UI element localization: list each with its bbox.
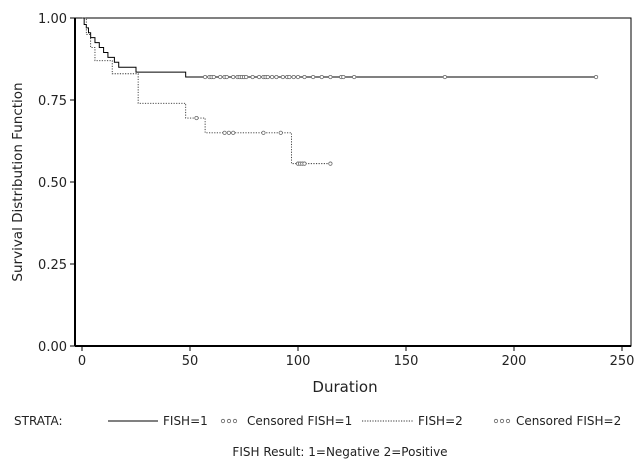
- x-tick-label: 150: [394, 354, 419, 369]
- censored-marker-fish2: [232, 131, 235, 134]
- footnote: FISH Result: 1=Negative 2=Positive: [232, 445, 447, 459]
- censored-marker-fish2: [262, 131, 265, 134]
- censored-marker-fish1: [270, 75, 273, 78]
- legend-label-censored-fish1: Censored FISH=1: [247, 414, 352, 428]
- censored-marker-fish1: [266, 75, 269, 78]
- censored-marker-fish2: [223, 131, 226, 134]
- x-tick-label: 250: [610, 354, 635, 369]
- x-tick-label: 50: [182, 354, 199, 369]
- censored-marker-fish1: [281, 75, 284, 78]
- censored-marker-fish1: [303, 75, 306, 78]
- x-axis-label: Duration: [312, 378, 377, 396]
- censored-marker-fish2: [279, 131, 282, 134]
- plot-frame-border: [75, 18, 631, 346]
- legend: STRATA: FISH=1 Censored FISH=1 FISH=2 Ce…: [14, 414, 621, 428]
- x-tick-label: 0: [78, 354, 86, 369]
- censored-marker-fish1: [212, 75, 215, 78]
- censored-marker-fish1: [219, 75, 222, 78]
- y-tick-label: 0.50: [38, 176, 67, 191]
- censored-marker-fish1: [203, 75, 206, 78]
- x-tick-label: 200: [502, 354, 527, 369]
- censored-marker-fish2: [227, 131, 230, 134]
- y-tick-label: 1.00: [38, 12, 67, 27]
- censored-marker-fish1: [292, 75, 295, 78]
- censored-marker-fish2: [329, 162, 332, 165]
- legend-swatch-censored-fish1: [221, 419, 236, 422]
- plot-area: [75, 18, 631, 346]
- y-tick-label: 0.25: [38, 258, 67, 273]
- censored-marker-fish1: [443, 75, 446, 78]
- censored-marker-fish1: [275, 75, 278, 78]
- censored-marker-fish1: [251, 75, 254, 78]
- censored-marker-fish1: [232, 75, 235, 78]
- series-line-fish1: [82, 18, 596, 77]
- censored-marker-fish1: [342, 75, 345, 78]
- series-layer: [82, 18, 598, 165]
- legend-swatch-censored-fish2: [494, 419, 509, 422]
- y-axis-label: Survival Distribution Function: [10, 82, 26, 281]
- series-line-fish2: [82, 18, 330, 164]
- censored-marker-fish2: [195, 116, 198, 119]
- x-axis: 0 50 100 150 200 250: [78, 346, 635, 369]
- legend-label-fish2: FISH=2: [418, 414, 463, 428]
- censored-marker-fish1: [288, 75, 291, 78]
- censored-marker-fish1: [594, 75, 597, 78]
- y-axis: 0.00 0.25 0.50 0.75 1.00: [38, 12, 75, 355]
- censored-marker-fish1: [352, 75, 355, 78]
- x-tick-label: 100: [286, 354, 311, 369]
- censored-marker-fish1: [244, 75, 247, 78]
- y-tick-label: 0.00: [38, 340, 67, 355]
- censored-marker-fish1: [311, 75, 314, 78]
- legend-label-censored-fish2: Censored FISH=2: [516, 414, 621, 428]
- censored-marker-fish1: [257, 75, 260, 78]
- legend-title: STRATA:: [14, 414, 63, 428]
- y-tick-label: 0.75: [38, 94, 67, 109]
- censored-marker-fish1: [320, 75, 323, 78]
- legend-label-fish1: FISH=1: [163, 414, 208, 428]
- censored-marker-fish1: [329, 75, 332, 78]
- censored-marker-fish1: [225, 75, 228, 78]
- censored-marker-fish1: [296, 75, 299, 78]
- censored-marker-fish2: [303, 162, 306, 165]
